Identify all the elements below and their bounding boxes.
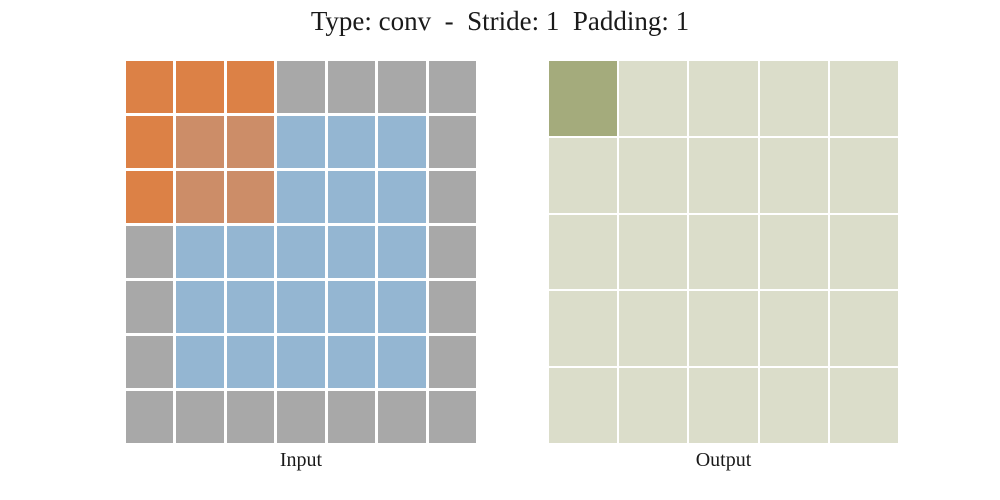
input-grid-cell-r1c4 <box>277 61 325 113</box>
input-grid-cell-r7c7 <box>428 391 476 443</box>
input-grid-cell-r3c5 <box>327 171 376 223</box>
input-grid-cell-r3c6 <box>378 171 426 223</box>
input-grid-cell-r5c5 <box>327 281 376 333</box>
output-grid-cell-r4c1 <box>549 291 618 367</box>
output-grid-cell-r2c3 <box>689 137 758 213</box>
input-grid-cell-r1c6 <box>378 61 426 113</box>
input-grid-cell-r2c7 <box>428 116 476 168</box>
input-grid-cell-r1c1 <box>126 61 174 113</box>
input-grid-cell-r3c7 <box>428 171 476 223</box>
output-grid-cell-r2c4 <box>759 137 828 213</box>
output-label: Output <box>695 449 752 471</box>
output-grid-cell-r5c4 <box>759 368 828 443</box>
input-grid-cell-r2c2 <box>176 116 224 168</box>
input-grid-cell-r1c3 <box>226 61 275 113</box>
input-grid-cell-r7c2 <box>176 391 224 443</box>
output-grid-cell-r1c4 <box>759 61 828 136</box>
output-grid-cell-r4c4 <box>759 291 828 367</box>
input-grid-cell-r1c5 <box>327 61 376 113</box>
output-grid-cell-r5c3 <box>689 368 758 443</box>
input-grid-cell-r5c6 <box>378 281 426 333</box>
input-grid-cell-r1c7 <box>428 61 476 113</box>
input-grid-cell-r4c2 <box>176 226 224 278</box>
input-grid-cell-r2c4 <box>277 116 325 168</box>
input-grid-cell-r2c1 <box>126 116 174 168</box>
input-grid-cell-r6c2 <box>176 336 224 388</box>
input-grid-cell-r1c2 <box>176 61 224 113</box>
input-grid-cell-r5c7 <box>428 281 476 333</box>
input-grid-cell-r5c4 <box>277 281 325 333</box>
input-grid-cell-r4c6 <box>378 226 426 278</box>
output-grid-cell-r1c1 <box>549 61 618 136</box>
input-grid-cell-r4c5 <box>327 226 376 278</box>
input-grid-cell-r2c3 <box>226 116 275 168</box>
output-grid-cell-r1c2 <box>619 61 688 136</box>
input-grid-cell-r6c1 <box>126 336 174 388</box>
output-grid-cell-r3c2 <box>619 214 688 290</box>
output-grid-cell-r2c1 <box>549 137 618 213</box>
input-grid-cell-r2c6 <box>378 116 426 168</box>
output-grid-cell-r3c1 <box>549 214 618 290</box>
input-grid <box>126 61 476 443</box>
input-grid-cell-r4c4 <box>277 226 325 278</box>
output-grid-cell-r2c2 <box>619 137 688 213</box>
output-grid-cell-r3c3 <box>689 214 758 290</box>
output-grid-cell-r4c2 <box>619 291 688 367</box>
input-grid-cell-r5c3 <box>226 281 275 333</box>
output-grid-cell-r5c2 <box>619 368 688 443</box>
output-grid-cell-r4c5 <box>829 291 898 367</box>
input-grid-cell-r6c3 <box>226 336 275 388</box>
input-grid-cell-r6c7 <box>428 336 476 388</box>
input-grid-cell-r5c1 <box>126 281 174 333</box>
output-grid-cell-r1c3 <box>689 61 758 136</box>
input-label: Input <box>279 449 323 471</box>
input-grid-cell-r6c4 <box>277 336 325 388</box>
input-grid-cell-r2c5 <box>327 116 376 168</box>
figure-title: Type: conv - Stride: 1 Padding: 1 <box>310 6 690 36</box>
output-grid-cell-r2c5 <box>829 137 898 213</box>
output-grid-cell-r3c5 <box>829 214 898 290</box>
input-grid-cell-r6c5 <box>327 336 376 388</box>
input-grid-cell-r4c7 <box>428 226 476 278</box>
input-grid-cell-r7c4 <box>277 391 325 443</box>
input-grid-cell-r3c1 <box>126 171 174 223</box>
input-grid-cell-r6c6 <box>378 336 426 388</box>
input-grid-cell-r7c3 <box>226 391 275 443</box>
input-grid-cell-r7c6 <box>378 391 426 443</box>
input-grid-cell-r3c4 <box>277 171 325 223</box>
output-grid <box>549 61 898 443</box>
output-grid-cell-r5c1 <box>549 368 618 443</box>
input-grid-cell-r7c5 <box>327 391 376 443</box>
output-grid-cell-r4c3 <box>689 291 758 367</box>
input-grid-cell-r5c2 <box>176 281 224 333</box>
output-grid-cell-r3c4 <box>759 214 828 290</box>
output-grid-cell-r1c5 <box>829 61 898 136</box>
input-grid-cell-r4c1 <box>126 226 174 278</box>
input-grid-cell-r7c1 <box>126 391 174 443</box>
output-grid-cell-r5c5 <box>829 368 898 443</box>
input-grid-cell-r3c2 <box>176 171 224 223</box>
input-grid-cell-r4c3 <box>226 226 275 278</box>
input-grid-cell-r3c3 <box>226 171 275 223</box>
